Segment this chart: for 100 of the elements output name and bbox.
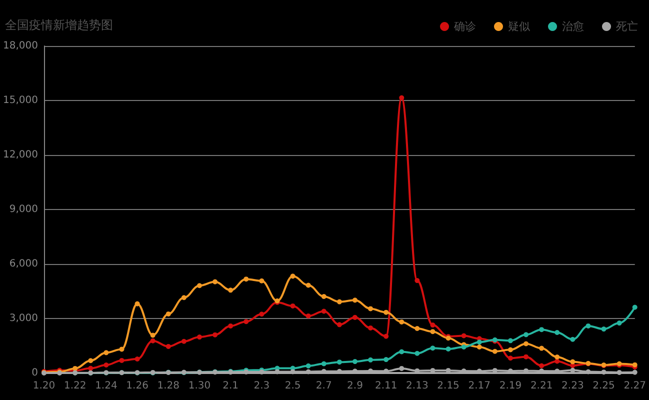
x-tick-label: 1.24	[95, 380, 118, 392]
point	[384, 357, 389, 362]
point	[134, 356, 140, 362]
point	[586, 323, 591, 328]
point	[399, 95, 404, 100]
point	[244, 319, 249, 324]
point	[228, 288, 234, 293]
point	[181, 338, 186, 344]
point	[508, 356, 513, 361]
point	[88, 358, 94, 364]
point	[476, 340, 482, 345]
point	[414, 350, 420, 356]
y-tick-label: 6,000	[9, 258, 38, 270]
point	[570, 359, 576, 364]
point	[539, 363, 544, 368]
point	[196, 334, 202, 340]
point	[554, 354, 560, 360]
point	[166, 311, 171, 316]
point	[352, 314, 358, 320]
point	[616, 370, 622, 375]
point	[290, 303, 296, 308]
point	[212, 332, 218, 338]
point	[399, 349, 404, 354]
point	[352, 298, 358, 303]
point	[414, 326, 420, 331]
point	[336, 299, 342, 304]
point	[539, 327, 544, 332]
x-tick-label: 2.13	[406, 380, 428, 392]
point	[352, 359, 358, 364]
legend-label: 确诊	[453, 20, 476, 33]
legend-label: 死亡	[616, 20, 638, 33]
x-tick-label: 2.25	[592, 380, 615, 392]
point	[414, 278, 420, 284]
y-tick-label: 18,000	[2, 40, 38, 52]
x-tick-label: 2.17	[468, 380, 491, 392]
point	[632, 362, 638, 368]
point	[119, 358, 124, 363]
point	[196, 283, 202, 288]
x-tick-label: 1.20	[32, 380, 56, 392]
point	[134, 301, 140, 306]
x-tick-label: 1.22	[64, 380, 86, 392]
point	[586, 369, 591, 374]
point	[259, 278, 264, 284]
point	[336, 322, 342, 328]
legend-label: 疑似	[508, 20, 530, 33]
x-tick-label: 2.11	[374, 380, 398, 392]
y-tick-label: 0	[32, 368, 38, 378]
point	[290, 274, 296, 279]
x-tick-label: 1.28	[157, 380, 180, 392]
y-tick-label: 15,000	[2, 95, 38, 106]
point	[632, 370, 638, 375]
point	[508, 347, 513, 352]
point	[104, 362, 109, 368]
point	[119, 346, 124, 352]
point	[336, 360, 342, 365]
point	[321, 294, 326, 300]
x-tick-label: 2.7	[316, 380, 332, 392]
point	[212, 279, 218, 284]
point	[166, 344, 171, 349]
x-tick-label: 2.1	[222, 380, 239, 392]
point	[104, 350, 109, 356]
point	[150, 332, 156, 338]
point	[476, 344, 482, 350]
point	[306, 363, 311, 368]
point	[601, 370, 606, 375]
point	[384, 334, 389, 339]
point	[508, 338, 513, 344]
point	[492, 348, 498, 354]
point	[150, 338, 156, 344]
point	[88, 366, 94, 371]
point	[539, 346, 544, 351]
x-tick-label: 2.23	[562, 380, 584, 392]
x-tick-label: 2.15	[437, 380, 460, 392]
y-tick-label: 3,000	[9, 313, 38, 324]
point	[399, 366, 404, 371]
point	[228, 323, 234, 328]
point	[384, 310, 389, 315]
point	[554, 330, 560, 335]
point	[524, 332, 529, 338]
point	[430, 322, 436, 328]
point	[632, 304, 638, 310]
x-tick-label: 2.9	[347, 380, 363, 392]
point	[446, 346, 451, 352]
legend-label: 治愈	[562, 20, 584, 33]
point	[616, 320, 622, 326]
point	[601, 326, 606, 332]
x-tick-label: 2.21	[530, 380, 553, 392]
point	[321, 361, 326, 366]
chart-title: 全国疫情新增趋势图	[5, 18, 113, 32]
point	[368, 357, 374, 362]
point	[461, 333, 466, 338]
point	[430, 346, 436, 351]
x-tick-label: 1.30	[188, 380, 211, 392]
point	[306, 313, 311, 318]
point	[430, 329, 436, 334]
point	[524, 354, 529, 360]
y-tick-label: 9,000	[9, 204, 38, 215]
point	[570, 336, 576, 342]
y-tick-label: 12,000	[2, 150, 38, 160]
x-tick-label: 2.3	[254, 380, 270, 392]
